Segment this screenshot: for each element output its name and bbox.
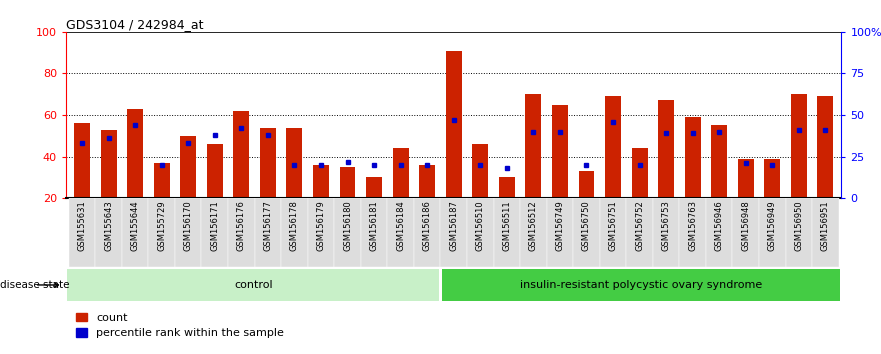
Bar — [414, 198, 440, 267]
Text: GSM156186: GSM156186 — [423, 200, 432, 251]
Bar — [791, 94, 807, 198]
Bar — [653, 198, 679, 267]
Text: GSM156177: GSM156177 — [263, 200, 272, 251]
Text: GSM156181: GSM156181 — [369, 200, 379, 251]
Text: GSM155644: GSM155644 — [130, 200, 139, 251]
Bar — [148, 198, 175, 267]
Text: GSM155643: GSM155643 — [104, 200, 113, 251]
Bar — [818, 96, 833, 198]
Bar — [786, 198, 812, 267]
Text: GSM156752: GSM156752 — [635, 200, 644, 251]
Bar — [175, 198, 202, 267]
Bar — [100, 130, 116, 198]
Bar — [334, 198, 361, 267]
Text: GSM155631: GSM155631 — [78, 200, 86, 251]
Bar — [472, 144, 488, 198]
Text: GSM156187: GSM156187 — [449, 200, 458, 251]
Bar — [446, 51, 462, 198]
Text: GSM156184: GSM156184 — [396, 200, 405, 251]
Bar — [579, 171, 595, 198]
Bar — [546, 198, 574, 267]
Text: GSM156176: GSM156176 — [237, 200, 246, 251]
Bar — [233, 111, 249, 198]
Bar — [74, 124, 90, 198]
Bar — [228, 198, 255, 267]
Text: GSM156946: GSM156946 — [714, 200, 723, 251]
Legend: count, percentile rank within the sample: count, percentile rank within the sample — [71, 308, 288, 343]
Text: GSM156749: GSM156749 — [555, 200, 565, 251]
Bar — [525, 94, 541, 198]
Text: GSM156950: GSM156950 — [795, 200, 803, 251]
Bar — [419, 165, 435, 198]
Bar — [68, 269, 439, 301]
Bar — [260, 127, 276, 198]
Bar — [361, 198, 388, 267]
Bar — [281, 198, 307, 267]
Bar — [286, 127, 302, 198]
Bar — [493, 198, 520, 267]
Bar — [658, 101, 674, 198]
Bar — [605, 96, 621, 198]
Bar — [765, 159, 781, 198]
Bar — [307, 198, 334, 267]
Bar — [255, 198, 281, 267]
Bar — [467, 198, 493, 267]
Text: GSM156171: GSM156171 — [211, 200, 219, 251]
Bar — [499, 177, 515, 198]
Bar — [95, 198, 122, 267]
Text: GSM156751: GSM156751 — [609, 200, 618, 251]
Bar — [552, 105, 568, 198]
Bar — [679, 198, 706, 267]
Text: GSM156948: GSM156948 — [741, 200, 751, 251]
Text: GSM156949: GSM156949 — [768, 200, 777, 251]
Bar — [366, 177, 382, 198]
Text: GSM156750: GSM156750 — [582, 200, 591, 251]
Bar — [393, 148, 409, 198]
Bar — [127, 109, 143, 198]
Bar — [202, 198, 228, 267]
Text: GSM156512: GSM156512 — [529, 200, 538, 251]
Bar — [69, 198, 95, 267]
Bar — [339, 167, 355, 198]
Text: control: control — [233, 280, 272, 290]
Text: insulin-resistant polycystic ovary syndrome: insulin-resistant polycystic ovary syndr… — [520, 280, 762, 290]
Text: GSM156510: GSM156510 — [476, 200, 485, 251]
Bar — [574, 198, 600, 267]
Text: GSM156170: GSM156170 — [184, 200, 193, 251]
Bar — [812, 198, 839, 267]
Text: GDS3104 / 242984_at: GDS3104 / 242984_at — [66, 18, 204, 31]
Bar — [759, 198, 786, 267]
Bar — [520, 198, 546, 267]
Bar — [388, 198, 414, 267]
Text: GSM156753: GSM156753 — [662, 200, 670, 251]
Text: GSM155729: GSM155729 — [157, 200, 167, 251]
Bar — [153, 163, 170, 198]
Bar — [737, 159, 754, 198]
Bar — [685, 117, 700, 198]
Bar — [441, 269, 840, 301]
Text: GSM156180: GSM156180 — [343, 200, 352, 251]
Bar — [181, 136, 196, 198]
Text: GSM156178: GSM156178 — [290, 200, 299, 251]
Bar — [313, 165, 329, 198]
Text: GSM156179: GSM156179 — [316, 200, 325, 251]
Bar — [706, 198, 732, 267]
Text: GSM156763: GSM156763 — [688, 200, 697, 251]
Bar — [207, 144, 223, 198]
Text: disease state: disease state — [0, 280, 70, 290]
Bar — [632, 148, 648, 198]
Bar — [732, 198, 759, 267]
Text: GSM156951: GSM156951 — [821, 200, 830, 251]
Bar — [440, 198, 467, 267]
Bar — [600, 198, 626, 267]
Bar — [122, 198, 148, 267]
Text: GSM156511: GSM156511 — [502, 200, 511, 251]
Bar — [711, 125, 727, 198]
Bar — [626, 198, 653, 267]
